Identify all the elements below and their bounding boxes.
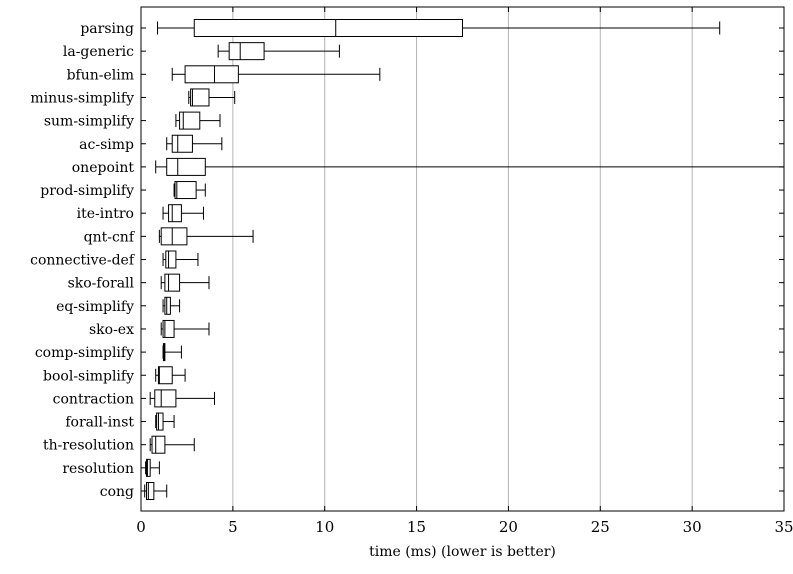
box-sko-ex	[141, 319, 784, 338]
category-label-connective-def: connective-def	[30, 253, 136, 269]
x-tick-label: 10	[315, 518, 334, 536]
iqr-box	[184, 65, 239, 84]
category-labels: parsing la-generic bfun-elim minus-simplify…	[30, 21, 136, 500]
box-comp-simplify	[141, 343, 784, 362]
category-label-sko-ex: sko-ex	[89, 322, 134, 338]
category-label-bfun-elim: bfun-elim	[67, 67, 134, 83]
iqr-box	[174, 181, 197, 200]
category-label-resolution: resolution	[62, 461, 134, 477]
box-forall-inst	[141, 412, 784, 431]
x-axis-ticks: 0 5 10 15 20 25 30 35	[136, 7, 793, 536]
category-label-sko-forall: sko-forall	[68, 276, 135, 292]
category-label-sum-simplify: sum-simplify	[44, 114, 134, 130]
box-sko-forall	[141, 273, 784, 292]
category-label-th-resolution: th-resolution	[43, 438, 134, 454]
iqr-box	[164, 273, 181, 292]
box-minus-simplify	[141, 88, 784, 107]
box-la-generic	[141, 42, 784, 61]
category-label-ite-intro: ite-intro	[77, 206, 134, 222]
iqr-box	[151, 435, 166, 454]
category-label-bool-simplify: bool-simplify	[43, 368, 134, 384]
box-th-resolution	[141, 435, 784, 454]
x-tick-label: 15	[407, 518, 426, 536]
box-prod-simplify	[141, 181, 784, 200]
category-label-onepoint: onepoint	[72, 160, 135, 176]
category-label-ac-simp: ac-simp	[79, 137, 134, 153]
category-label-parsing: parsing	[80, 21, 134, 37]
x-tick-label: 20	[499, 518, 518, 536]
iqr-box	[228, 42, 265, 61]
iqr-box	[166, 157, 206, 176]
box-qnt-cnf	[141, 227, 784, 246]
iqr-box	[193, 19, 464, 37]
iqr-box	[165, 250, 177, 269]
box-sum-simplify	[141, 111, 784, 130]
box-parsing	[141, 19, 784, 37]
x-axis-label: time (ms) (lower is better)	[369, 544, 556, 560]
category-label-minus-simplify: minus-simplify	[30, 90, 134, 106]
category-label-comp-simplify: comp-simplify	[35, 345, 134, 361]
category-label-la-generic: la-generic	[63, 44, 134, 60]
box-connective-def	[141, 250, 784, 269]
iqr-box	[157, 366, 173, 385]
grid-lines	[232, 7, 693, 511]
box-cong	[141, 482, 784, 500]
category-label-qnt-cnf: qnt-cnf	[84, 229, 136, 245]
category-label-prod-simplify: prod-simplify	[40, 183, 134, 199]
box-contraction	[141, 389, 784, 408]
x-tick-label: 30	[683, 518, 702, 536]
iqr-box	[146, 458, 151, 477]
box-ac-simp	[141, 134, 784, 153]
plot-frame	[140, 6, 785, 512]
box-eq-simplify	[141, 296, 784, 315]
iqr-box	[179, 111, 201, 130]
box-resolution	[141, 458, 784, 477]
iqr-box	[164, 296, 171, 315]
x-tick-label: 35	[774, 518, 793, 536]
iqr-box	[160, 227, 188, 246]
category-label-forall-inst: forall-inst	[65, 415, 134, 431]
x-tick-label: 25	[591, 518, 610, 536]
box-onepoint	[141, 157, 784, 176]
iqr-box	[171, 134, 193, 153]
category-label-contraction: contraction	[53, 391, 134, 407]
iqr-box	[162, 319, 175, 338]
box-bool-simplify	[141, 366, 784, 385]
iqr-box	[168, 204, 182, 223]
iqr-box	[156, 412, 164, 431]
box-ite-intro	[141, 204, 784, 223]
x-tick-label: 0	[136, 518, 146, 536]
box-bfun-elim	[141, 65, 784, 84]
x-tick-label: 5	[228, 518, 238, 536]
box-series	[141, 19, 784, 500]
category-label-cong: cong	[100, 484, 134, 500]
iqr-box	[190, 88, 210, 107]
iqr-box	[146, 482, 155, 500]
iqr-box	[154, 389, 177, 408]
category-label-eq-simplify: eq-simplify	[56, 299, 134, 315]
